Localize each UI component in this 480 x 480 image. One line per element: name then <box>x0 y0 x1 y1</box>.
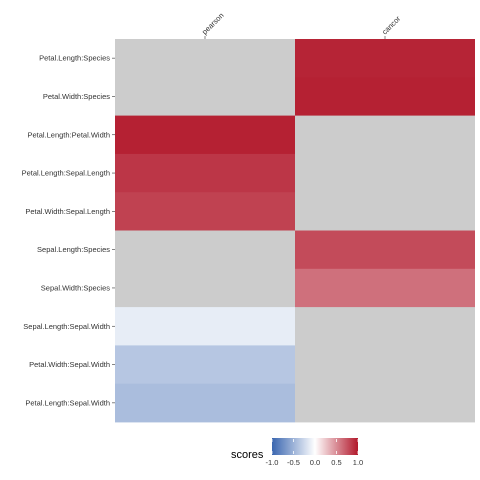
heatmap-cell <box>295 153 475 193</box>
heatmap-cell <box>295 39 475 78</box>
heatmap-cell <box>295 383 475 423</box>
y-tick-label: Sepal.Length:Sepal.Width <box>23 322 110 331</box>
y-axis: Petal.Length:Species Petal.Width:Species P… <box>22 54 115 407</box>
legend-ticks: -1.0 -0.5 0.0 0.5 1.0 <box>266 439 363 467</box>
heatmap-cell <box>295 77 475 116</box>
heatmap-cell <box>115 268 295 308</box>
heatmap-cell <box>115 383 295 423</box>
x-tick-label: pearson <box>200 11 226 37</box>
y-tick-label: Petal.Length:Species <box>39 54 110 63</box>
heatmap-cells <box>115 39 475 423</box>
heatmap-cell <box>115 39 295 78</box>
heatmap-cell <box>115 345 295 385</box>
heatmap-cell <box>115 307 295 346</box>
legend-tick-label: 0.5 <box>331 458 341 467</box>
heatmap-cell <box>295 115 475 155</box>
heatmap-cell <box>115 77 295 116</box>
y-tick-label: Sepal.Width:Species <box>41 283 110 292</box>
heatmap-cell <box>115 153 295 193</box>
x-axis: pearson cancor <box>200 11 403 39</box>
y-tick-label: Petal.Length:Sepal.Width <box>25 398 110 407</box>
x-tick-label: cancor <box>380 14 403 37</box>
heatmap-cell <box>295 307 475 346</box>
heatmap-cell <box>295 192 475 231</box>
heatmap-cell <box>295 268 475 308</box>
color-legend: scores -1.0 -0.5 0.0 0.5 1.0 <box>231 438 363 467</box>
legend-title: scores <box>231 449 264 461</box>
heatmap-cell <box>115 115 295 155</box>
legend-tick-label: 1.0 <box>353 458 363 467</box>
heatmap-cell <box>115 192 295 231</box>
legend-tick-label: -1.0 <box>266 458 279 467</box>
legend-colorbar <box>272 438 358 455</box>
legend-tick-label: 0.0 <box>310 458 320 467</box>
heatmap-cell <box>115 230 295 270</box>
y-tick-label: Petal.Width:Species <box>43 92 110 101</box>
y-tick-label: Sepal.Length:Species <box>37 245 110 254</box>
y-tick-label: Petal.Width:Sepal.Length <box>25 207 110 216</box>
y-tick-label: Petal.Length:Petal.Width <box>27 130 110 139</box>
legend-tick-label: -0.5 <box>287 458 300 467</box>
heatmap-cell <box>295 345 475 385</box>
y-tick-label: Petal.Length:Sepal.Length <box>22 169 110 178</box>
heatmap-cell <box>295 230 475 270</box>
y-tick-label: Petal.Width:Sepal.Width <box>29 360 110 369</box>
